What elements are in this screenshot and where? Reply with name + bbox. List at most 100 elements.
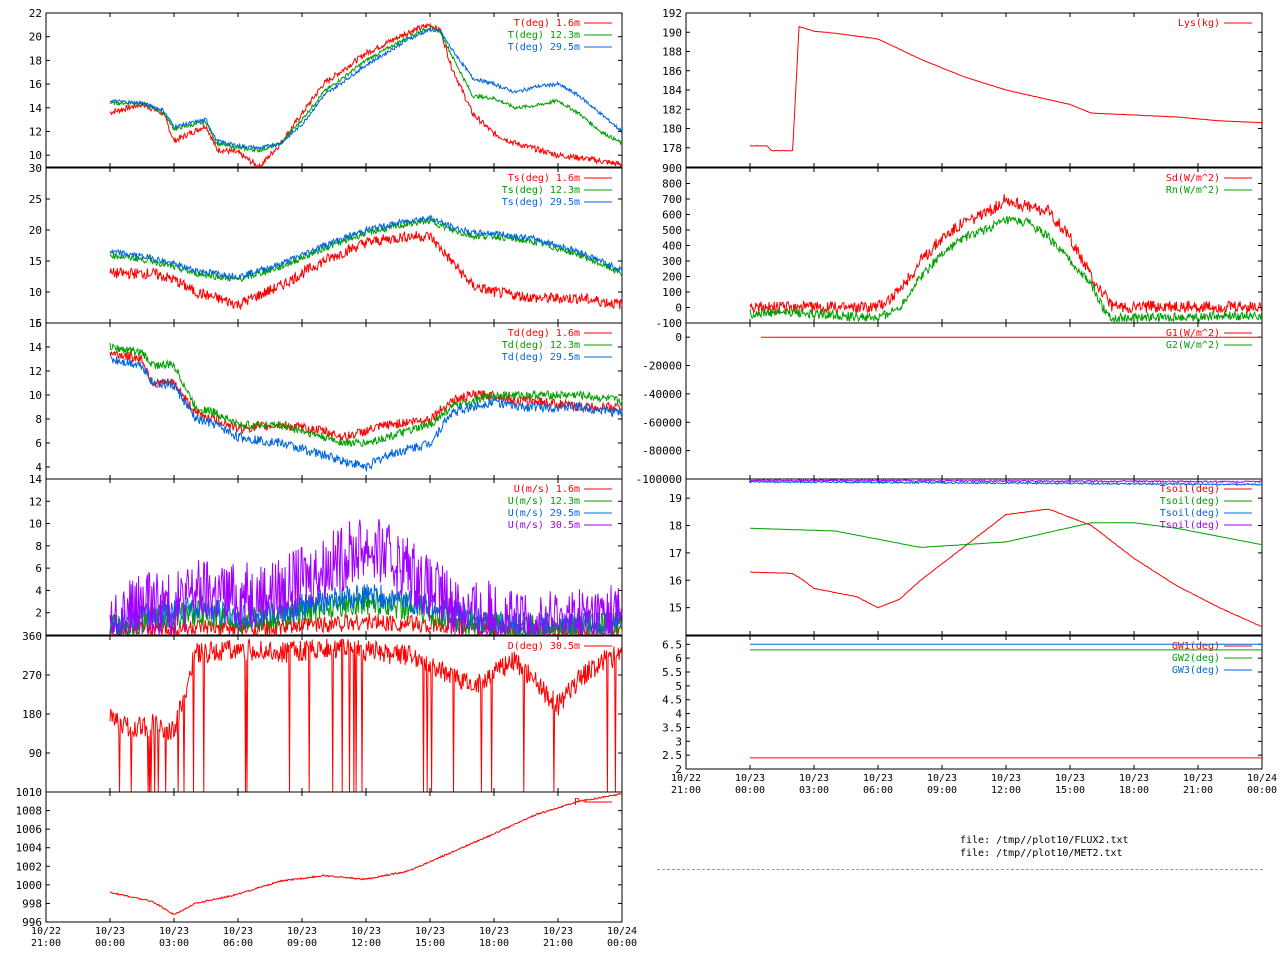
series-line-Tsoil-0 bbox=[749, 508, 1263, 628]
xtick-label: 10/23 bbox=[159, 926, 189, 937]
series-line-T-1 bbox=[109, 25, 623, 154]
ytick-label: 4.5 bbox=[662, 694, 682, 707]
ytick-label: 300 bbox=[662, 255, 682, 268]
legend-label: Ts(deg) 29.5m bbox=[502, 197, 580, 208]
ytick-label: -40000 bbox=[642, 388, 682, 401]
xtick-label: 00:00 bbox=[95, 938, 125, 949]
ytick-label: 900 bbox=[662, 162, 682, 175]
legend-label: Ts(deg) 1.6m bbox=[508, 173, 580, 184]
legend-label: Sd(W/m^2) bbox=[1166, 173, 1220, 184]
xtick-label: 21:00 bbox=[543, 938, 573, 949]
series-line-Tsoil-1 bbox=[750, 522, 1263, 548]
xtick-label: 18:00 bbox=[1119, 785, 1149, 796]
xtick-label: 10/23 bbox=[95, 926, 125, 937]
legend-label: Tsoil(deg) bbox=[1160, 508, 1220, 519]
xtick-label: 10/23 bbox=[863, 773, 893, 784]
ytick-label: 4 bbox=[35, 584, 42, 597]
ytick-label: 12 bbox=[29, 365, 42, 378]
xtick-label: 00:00 bbox=[1247, 785, 1277, 796]
panel-frame-T bbox=[45, 12, 623, 168]
xtick-label: 10/24 bbox=[1247, 773, 1277, 784]
ytick-label: 360 bbox=[22, 630, 42, 643]
legend-label: Td(deg) 1.6m bbox=[508, 328, 580, 339]
ytick-label: 8 bbox=[35, 540, 42, 553]
ytick-label: 800 bbox=[662, 178, 682, 191]
ytick-label: 6 bbox=[35, 562, 42, 575]
ytick-label: 0 bbox=[675, 331, 682, 344]
xtick-label: 06:00 bbox=[863, 785, 893, 796]
series-line-Tsoil-2 bbox=[749, 479, 1263, 486]
ytick-label: -20000 bbox=[642, 360, 682, 373]
xtick-label: 10/23 bbox=[287, 926, 317, 937]
ytick-label: 600 bbox=[662, 209, 682, 222]
ytick-label: 22 bbox=[29, 7, 42, 20]
ytick-label: 1004 bbox=[16, 842, 43, 855]
ytick-label: 2 bbox=[35, 607, 42, 620]
xtick-label: 10/23 bbox=[479, 926, 509, 937]
legend-label: D(deg) 30.5m bbox=[508, 641, 580, 652]
ytick-label: 2 bbox=[675, 763, 682, 776]
xtick-label: 10/23 bbox=[1119, 773, 1149, 784]
xtick-label: 03:00 bbox=[799, 785, 829, 796]
ytick-label: 18 bbox=[29, 54, 42, 67]
legend-label: GW3(deg) bbox=[1172, 665, 1220, 676]
ytick-label: 188 bbox=[662, 46, 682, 59]
file-info: file: /tmp//plot10/FLUX2.txt file: /tmp/… bbox=[960, 834, 1129, 860]
xtick-label: 10/23 bbox=[991, 773, 1021, 784]
ytick-label: 20 bbox=[29, 31, 42, 44]
ytick-label: 996 bbox=[22, 916, 42, 929]
xtick-label: 15:00 bbox=[415, 938, 445, 949]
series-line-Td-0 bbox=[109, 350, 623, 442]
ytick-label: 17 bbox=[669, 547, 682, 560]
ytick-label: 2.5 bbox=[662, 749, 682, 762]
ytick-label: 4 bbox=[675, 708, 682, 721]
file-line-met: file: /tmp//plot10/MET2.txt bbox=[960, 848, 1123, 859]
legend-label: U(m/s) 1.6m bbox=[514, 484, 580, 495]
ytick-label: 25 bbox=[29, 193, 42, 206]
legend-label: T(deg) 29.5m bbox=[508, 42, 580, 53]
xtick-label: 09:00 bbox=[927, 785, 957, 796]
ytick-label: 4 bbox=[35, 461, 42, 474]
ytick-label: 6 bbox=[675, 652, 682, 665]
ytick-label: 500 bbox=[662, 224, 682, 237]
panel-frame-Tsoil bbox=[685, 478, 1263, 636]
ytick-label: 8 bbox=[35, 413, 42, 426]
ytick-label: 10 bbox=[29, 286, 42, 299]
panel-frame-Lys bbox=[685, 12, 1263, 168]
xtick-label: 18:00 bbox=[479, 938, 509, 949]
xtick-label: 12:00 bbox=[351, 938, 381, 949]
xtick-label: 10/23 bbox=[927, 773, 957, 784]
xtick-label: 21:00 bbox=[31, 938, 61, 949]
ytick-label: 5.5 bbox=[662, 666, 682, 679]
xtick-label: 10/23 bbox=[223, 926, 253, 937]
ytick-label: 10 bbox=[29, 518, 42, 531]
series-line-T-2 bbox=[109, 26, 623, 151]
ytick-label: 19 bbox=[669, 492, 682, 505]
file-line-flux: file: /tmp//plot10/FLUX2.txt bbox=[960, 835, 1129, 846]
legend-label: Tsoil(deg) bbox=[1160, 484, 1220, 495]
ytick-label: 270 bbox=[22, 669, 42, 682]
ytick-label: 5 bbox=[35, 317, 42, 330]
series-line-Ts-2 bbox=[109, 214, 623, 281]
ytick-label: 400 bbox=[662, 240, 682, 253]
xtick-label: 21:00 bbox=[671, 785, 701, 796]
xtick-label: 21:00 bbox=[1183, 785, 1213, 796]
series-line-Sd-1 bbox=[749, 215, 1263, 324]
series-line-P-0 bbox=[109, 793, 623, 915]
xtick-label: 03:00 bbox=[159, 938, 189, 949]
ytick-label: 16 bbox=[29, 78, 42, 91]
ytick-label: 30 bbox=[29, 162, 42, 175]
panel-frame-U bbox=[45, 478, 623, 636]
legend-label: G2(W/m^2) bbox=[1166, 340, 1220, 351]
xtick-label: 10/24 bbox=[607, 926, 637, 937]
ytick-label: 6.5 bbox=[662, 638, 682, 651]
ytick-label: 180 bbox=[22, 708, 42, 721]
xtick-label: 10/23 bbox=[799, 773, 829, 784]
ytick-label: 192 bbox=[662, 7, 682, 20]
legend-label: U(m/s) 12.3m bbox=[508, 496, 580, 507]
ytick-label: 178 bbox=[662, 142, 682, 155]
ytick-label: 12 bbox=[29, 495, 42, 508]
ytick-label: -100 bbox=[656, 317, 683, 330]
legend-label: Td(deg) 29.5m bbox=[502, 352, 580, 363]
